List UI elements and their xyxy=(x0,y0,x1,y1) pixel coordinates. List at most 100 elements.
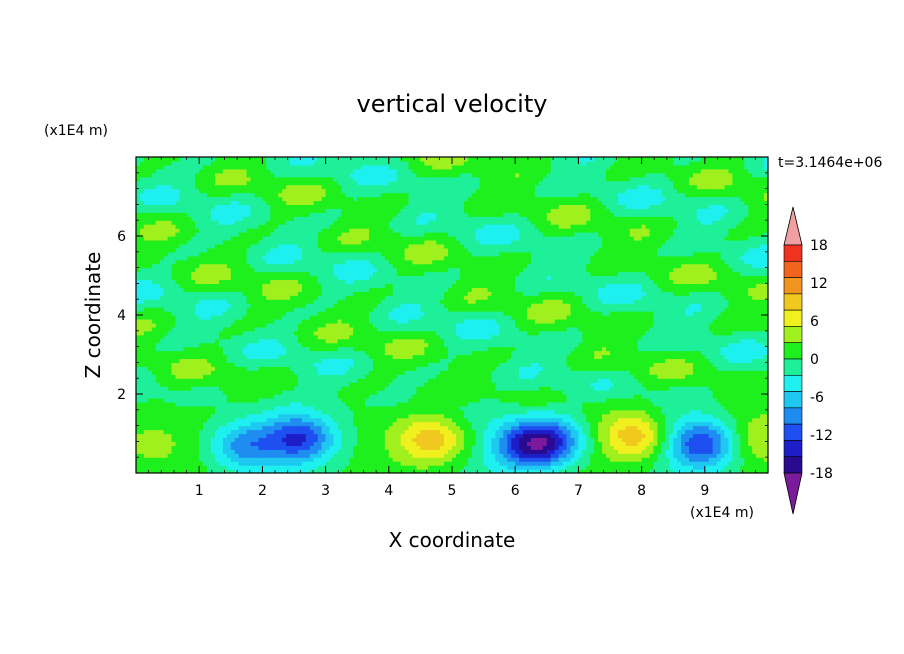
field-cell xyxy=(262,401,267,407)
field-cell xyxy=(297,216,303,221)
field-cell xyxy=(309,196,315,202)
field-cell xyxy=(258,437,263,442)
field-cell xyxy=(380,350,386,356)
field-cell xyxy=(282,208,287,213)
field-cell xyxy=(238,295,244,300)
field-cell xyxy=(215,299,220,304)
field-cell xyxy=(357,378,362,383)
field-cell xyxy=(222,401,228,407)
field-cell xyxy=(369,259,374,265)
field-cell xyxy=(191,326,196,332)
field-cell xyxy=(321,378,327,383)
field-cell xyxy=(187,362,192,367)
field-cell xyxy=(345,275,350,281)
field-cell xyxy=(195,334,200,340)
field-cell xyxy=(155,405,161,411)
field-cell xyxy=(254,441,260,446)
field-cell xyxy=(234,236,240,241)
field-cell xyxy=(203,469,208,473)
field-cell xyxy=(325,457,331,462)
field-cell xyxy=(238,164,244,170)
field-cell xyxy=(179,401,184,407)
field-cell xyxy=(329,322,335,328)
field-cell xyxy=(329,157,335,162)
field-cell xyxy=(167,164,173,170)
field-cell xyxy=(155,433,161,439)
field-cell xyxy=(369,176,374,182)
field-cell xyxy=(242,157,248,162)
field-cell xyxy=(171,417,177,423)
field-cell xyxy=(246,322,252,328)
field-cell xyxy=(274,421,279,427)
field-cell xyxy=(222,271,228,277)
field-cell xyxy=(238,311,244,316)
field-cell xyxy=(246,263,252,269)
field-cell xyxy=(207,401,212,407)
field-cell xyxy=(167,425,173,431)
field-cell xyxy=(250,263,256,269)
field-cell xyxy=(183,378,188,383)
field-cell xyxy=(297,397,303,403)
field-cell xyxy=(329,433,335,439)
field-cell xyxy=(211,386,216,391)
field-cell xyxy=(155,204,161,209)
field-cell xyxy=(337,271,342,277)
field-cell xyxy=(136,212,141,217)
field-cell xyxy=(262,180,267,186)
field-cell xyxy=(361,283,366,288)
field-cell xyxy=(286,176,291,182)
field-cell xyxy=(376,322,382,328)
field-cell xyxy=(203,465,208,470)
field-cell xyxy=(313,287,319,292)
field-cell xyxy=(155,394,161,399)
field-cell xyxy=(321,168,327,174)
field-cell xyxy=(305,342,311,348)
field-cell xyxy=(155,279,161,284)
field-cell xyxy=(278,172,283,178)
field-cell xyxy=(195,358,200,363)
field-cell xyxy=(159,437,165,442)
field-cell xyxy=(278,295,283,300)
field-cell xyxy=(222,192,228,198)
field-cell xyxy=(313,172,319,178)
field-cell xyxy=(171,397,177,403)
field-cell xyxy=(266,338,271,344)
field-cell xyxy=(151,441,157,446)
field-cell xyxy=(286,334,291,340)
field-cell xyxy=(353,394,358,399)
field-cell xyxy=(333,279,339,284)
field-cell xyxy=(175,239,181,245)
field-cell xyxy=(254,342,260,348)
field-cell xyxy=(349,188,354,194)
field-cell xyxy=(242,251,248,257)
field-cell xyxy=(321,358,327,363)
field-cell xyxy=(317,247,323,253)
field-cell xyxy=(167,433,173,439)
field-cell xyxy=(203,196,208,202)
field-cell xyxy=(286,370,291,375)
field-cell xyxy=(278,224,283,229)
field-cell xyxy=(187,232,192,237)
field-cell xyxy=(333,291,339,296)
field-cell xyxy=(147,429,153,435)
field-cell xyxy=(337,232,342,237)
field-cell xyxy=(353,311,358,316)
field-cell xyxy=(222,445,228,450)
field-cell xyxy=(179,465,184,470)
field-cell xyxy=(309,350,315,356)
field-cell xyxy=(147,239,153,245)
field-cell xyxy=(246,212,252,217)
field-cell xyxy=(353,236,358,241)
field-cell xyxy=(357,417,362,423)
field-cell xyxy=(159,247,165,253)
field-cell xyxy=(163,469,169,473)
field-cell xyxy=(230,405,236,411)
field-cell xyxy=(151,295,157,300)
field-cell xyxy=(349,358,354,363)
field-cell xyxy=(376,208,382,213)
field-cell xyxy=(215,382,220,387)
field-cell xyxy=(282,176,287,182)
field-cell xyxy=(238,318,244,324)
field-cell xyxy=(179,279,184,284)
field-cell xyxy=(199,267,204,273)
